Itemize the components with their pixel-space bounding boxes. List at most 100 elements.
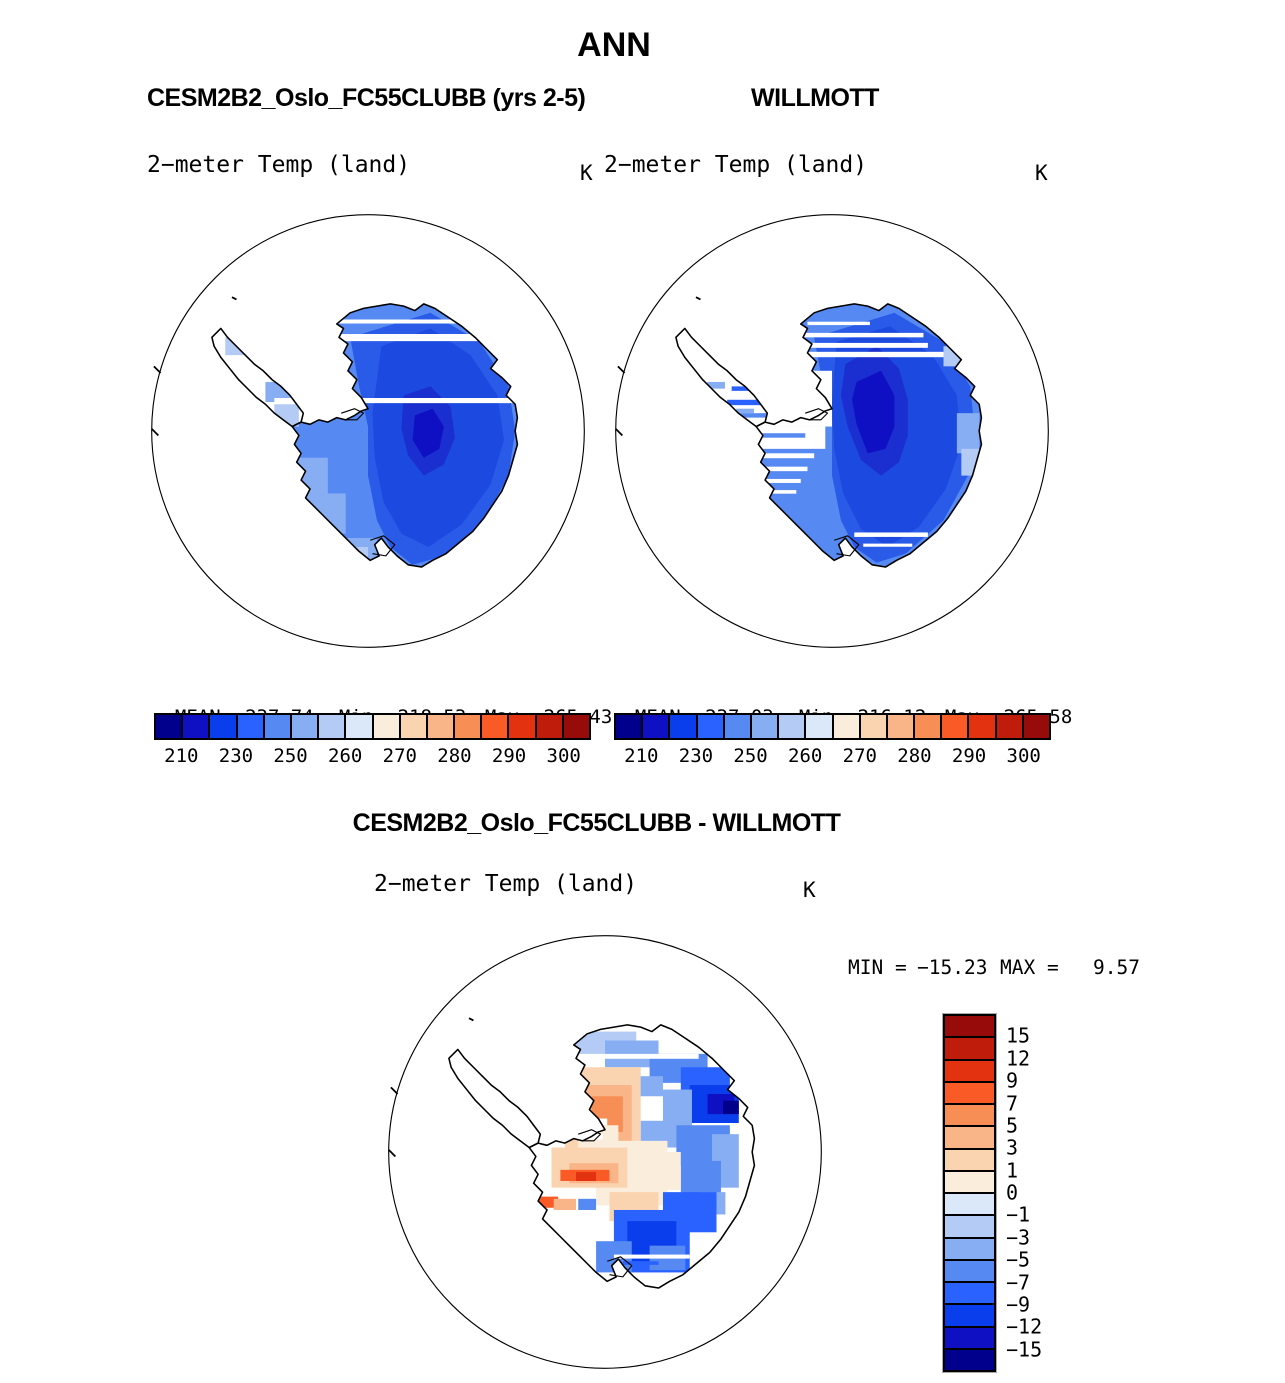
colorbar-cell	[833, 715, 861, 738]
colorbar-cell	[996, 715, 1024, 738]
obs-colorbar	[614, 713, 1051, 740]
model-colorbar-ticks: 210 230 250 260 270 280 290 300	[154, 745, 591, 771]
diff-min-value: −15.23	[917, 956, 988, 979]
model-panel-title: CESM2B2_Oslo_FC55CLUBB (yrs 2-5)	[147, 84, 586, 112]
colorbar-cell	[945, 1082, 994, 1105]
colorbar-cell	[945, 1349, 994, 1370]
colorbar-tick-label: 290	[491, 745, 527, 767]
colorbar-cell	[945, 1038, 994, 1061]
colorbar-tick-label: 270	[842, 745, 877, 767]
colorbar-tick-label: 300	[1006, 745, 1041, 767]
colorbar-cell	[945, 1016, 994, 1039]
diff-colorbar-level-label: −9	[1006, 1292, 1031, 1317]
diff-colorbar-level-label: 7	[1006, 1091, 1019, 1116]
colorbar-cell	[945, 1105, 994, 1128]
diff-colorbar-level-label: −12	[1006, 1314, 1043, 1339]
colorbar-cell	[751, 715, 780, 738]
diff-colorbar-level-label: 5	[1006, 1113, 1019, 1138]
diff-colorbar-level-label: −5	[1006, 1247, 1031, 1272]
colorbar-cell	[670, 715, 698, 738]
diff-map	[388, 935, 822, 1369]
colorbar-tick-label: 230	[218, 745, 254, 767]
colorbar-tick-label: 230	[678, 745, 714, 767]
colorbar-cell	[319, 715, 347, 738]
colorbar-cell	[563, 715, 589, 738]
colorbar-tick-label: 300	[546, 745, 581, 767]
colorbar-cell	[942, 715, 970, 738]
model-coastline	[210, 302, 519, 569]
obs-units-label: K	[1035, 161, 1048, 185]
colorbar-cell	[945, 1283, 994, 1306]
colorbar-cell	[400, 715, 428, 738]
diff-coastline	[447, 1023, 756, 1290]
diff-max-label: MAX =	[1000, 956, 1059, 979]
model-units-label: K	[580, 161, 593, 185]
colorbar-cell	[724, 715, 752, 738]
colorbar-cell	[455, 715, 483, 738]
diff-colorbar-level-label: −7	[1006, 1270, 1031, 1295]
colorbar-cell	[427, 715, 456, 738]
colorbar-cell	[945, 1216, 994, 1239]
colorbar-cell	[346, 715, 374, 738]
colorbar-cell	[210, 715, 238, 738]
colorbar-cell	[887, 715, 916, 738]
obs-variable-label: 2−meter Temp (land)	[604, 152, 868, 178]
colorbar-tick-label: 210	[164, 745, 199, 767]
diff-colorbar-level-label: 15	[1006, 1023, 1031, 1048]
colorbar-cell	[509, 715, 537, 738]
colorbar-cell	[697, 715, 725, 738]
diff-min-label: MIN =	[848, 956, 907, 979]
colorbar-tick-label: 270	[382, 745, 417, 767]
diff-colorbar-labels: 15 12 9 7 5 3 1 0 −1 −3 −5 −7 −9 −12 −15	[1006, 1014, 1086, 1372]
colorbar-cell	[806, 715, 834, 738]
diff-colorbar-level-label: 3	[1006, 1135, 1019, 1160]
obs-small-islands	[615, 296, 701, 437]
obs-coastline	[674, 302, 983, 569]
colorbar-cell	[183, 715, 211, 738]
diff-colorbar-level-label: 12	[1006, 1046, 1031, 1071]
colorbar-cell	[945, 1327, 994, 1350]
model-small-islands	[151, 296, 237, 437]
colorbar-cell	[616, 715, 644, 738]
colorbar-tick-label: 250	[733, 745, 768, 767]
colorbar-tick-label: 280	[897, 745, 932, 767]
diff-colorbar-level-label: −3	[1006, 1225, 1031, 1250]
model-variable-label: 2−meter Temp (land)	[147, 152, 411, 178]
colorbar-cell	[264, 715, 292, 738]
colorbar-cell	[945, 1260, 994, 1283]
diff-colorbar-level-label: 9	[1006, 1068, 1019, 1093]
colorbar-tick-label: 260	[328, 745, 363, 767]
model-land-fill	[225, 303, 518, 568]
diff-colorbar-level-label: 1	[1006, 1158, 1019, 1183]
obs-map	[615, 214, 1049, 648]
diff-variable-label: 2−meter Temp (land)	[374, 871, 638, 897]
colorbar-cell	[945, 1238, 994, 1261]
colorbar-cell	[860, 715, 888, 738]
colorbar-tick-label: 250	[273, 745, 308, 767]
colorbar-cell	[969, 715, 997, 738]
diff-colorbar-level-label: −1	[1006, 1202, 1031, 1227]
colorbar-cell	[945, 1060, 994, 1083]
colorbar-cell	[536, 715, 564, 738]
colorbar-cell	[945, 1171, 994, 1194]
obs-colorbar-ticks: 210 230 250 260 270 280 290 300	[614, 745, 1051, 771]
diff-colorbar-level-label: 0	[1006, 1180, 1019, 1205]
colorbar-cell	[945, 1127, 994, 1150]
diff-colorbar-level-label: −15	[1006, 1337, 1043, 1362]
colorbar-tick-label: 290	[951, 745, 987, 767]
colorbar-cell	[643, 715, 671, 738]
diff-small-islands	[388, 1017, 474, 1158]
colorbar-tick-label: 280	[437, 745, 472, 767]
colorbar-cell	[156, 715, 184, 738]
model-colorbar	[154, 713, 591, 740]
page-title: ANN	[577, 26, 651, 64]
colorbar-cell	[945, 1149, 994, 1172]
diff-colorbar	[942, 1013, 997, 1373]
model-missing-data-stripes	[274, 319, 518, 404]
colorbar-tick-label: 260	[788, 745, 823, 767]
colorbar-cell	[482, 715, 510, 738]
obs-panel-title: WILLMOTT	[751, 84, 879, 112]
diff-panel-title: CESM2B2_Oslo_FC55CLUBB - WILLMOTT	[352, 809, 841, 837]
colorbar-cell	[945, 1194, 994, 1217]
